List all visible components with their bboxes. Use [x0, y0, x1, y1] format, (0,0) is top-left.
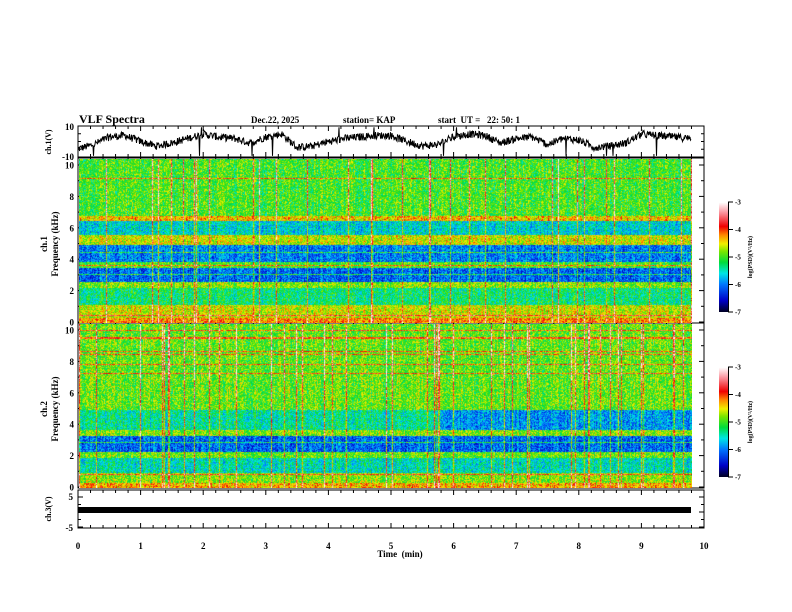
- freq-ytick-label: 2: [70, 286, 75, 296]
- freq-ytick-label: 0: [70, 483, 75, 493]
- ch1-colorbar-ticks: -3 -4 -5 -6 -7: [728, 199, 741, 317]
- ch3-ytick-top: 5: [69, 492, 74, 502]
- figure-title: VLF Spectra: [79, 112, 145, 126]
- x-tick-label: 3: [264, 541, 269, 551]
- ch1-freq-label: Frequency (kHz): [50, 211, 60, 276]
- freq-ytick-label: 8: [70, 357, 75, 367]
- ch1-trace-line: [77, 127, 692, 156]
- colorbar-tick-label: -5: [735, 254, 741, 262]
- ch1-ytick-bottom: -10: [62, 152, 74, 162]
- x-tick-label: 9: [639, 541, 644, 551]
- ch3-voltage-panel: 5 -5 ch.3(V): [44, 489, 705, 533]
- x-tick-label: 1: [138, 541, 143, 551]
- ch1-ylabel: ch.1(V): [44, 129, 53, 154]
- x-tick-label: 5: [389, 541, 394, 551]
- colorbar-tick-label: -3: [735, 199, 741, 207]
- freq-ytick-label: 2: [70, 451, 75, 461]
- ch2-colorbar-ticks: -3 -4 -5 -6 -7: [728, 364, 741, 482]
- ch3-ticks: [77, 490, 705, 528]
- start-time-label: start UT = 22: 50: 1: [438, 115, 520, 125]
- colorbar-tick-label: -7: [735, 474, 741, 482]
- colorbar-tick-label: -4: [735, 391, 741, 399]
- ch2-spec-ytick-labels: 0 2 4 6 8 10: [65, 326, 75, 493]
- x-axis-label: Time (min): [377, 549, 422, 559]
- freq-ytick-label: 10: [65, 326, 75, 336]
- x-tick-label: 8: [577, 541, 582, 551]
- freq-ytick-label: 0: [70, 318, 75, 328]
- ch1-voltage-panel: 10 -10 ch.1(V): [44, 122, 705, 162]
- freq-ytick-label: 6: [70, 388, 75, 398]
- ch1-channel-label: ch.1: [39, 236, 49, 252]
- x-tick-label: 0: [76, 541, 81, 551]
- freq-ytick-label: 4: [70, 420, 75, 430]
- freq-ytick-label: 6: [70, 223, 75, 233]
- colorbar-tick-label: -6: [735, 446, 741, 454]
- ch3-trace: [78, 507, 691, 513]
- date-label: Dec.22, 2025: [251, 115, 300, 125]
- freq-ytick-label: 4: [70, 255, 75, 265]
- colorbar-tick-label: -5: [735, 419, 741, 427]
- ch1-ticks: [77, 125, 705, 158]
- ch1-colorbar-gradient: [719, 202, 728, 312]
- ch2-colorbar: -3 -4 -5 -6 -7 log(PSD)(V²/Hz): [728, 364, 754, 482]
- ch1-trace: [77, 127, 692, 156]
- ch1-spec-ytick-labels: 0 2 4 6 8 10: [65, 161, 75, 328]
- ch3-ylabel: ch.3(V): [44, 496, 53, 521]
- x-tick-label: 2: [201, 541, 206, 551]
- colorbar-tick-label: -4: [735, 226, 741, 234]
- ch1-spectrogram-image: [79, 159, 692, 323]
- ch1-ytick-top: 10: [65, 122, 75, 132]
- ch3-ytick-bottom: -5: [66, 523, 74, 533]
- colorbar-tick-label: -7: [735, 309, 741, 317]
- freq-ytick-label: 8: [70, 192, 75, 202]
- freq-ytick-label: 10: [65, 161, 75, 171]
- station-label: station= KAP: [343, 115, 396, 125]
- ch2-colorbar-gradient: [719, 367, 728, 477]
- x-tick-label: 4: [326, 541, 331, 551]
- colorbar-tick-label: -3: [735, 364, 741, 372]
- ch2-freq-label: Frequency (kHz): [50, 376, 60, 441]
- ch2-channel-label: ch.2: [39, 401, 49, 417]
- ch1-colorbar-label: log(PSD)(V²/Hz): [747, 236, 754, 278]
- ch2-spectrogram-image: [79, 324, 692, 488]
- x-tick-label: 10: [700, 541, 710, 551]
- x-axis-tick-labels: 0 1 2 3 4 5 6 7 8 9 10: [76, 541, 709, 551]
- ch2-colorbar-label: log(PSD)(V²/Hz): [747, 401, 754, 443]
- x-tick-label: 6: [451, 541, 456, 551]
- colorbar-tick-label: -6: [735, 281, 741, 289]
- x-tick-label: 7: [514, 541, 519, 551]
- ch1-colorbar: -3 -4 -5 -6 -7 log(PSD)(V²/Hz): [728, 199, 754, 317]
